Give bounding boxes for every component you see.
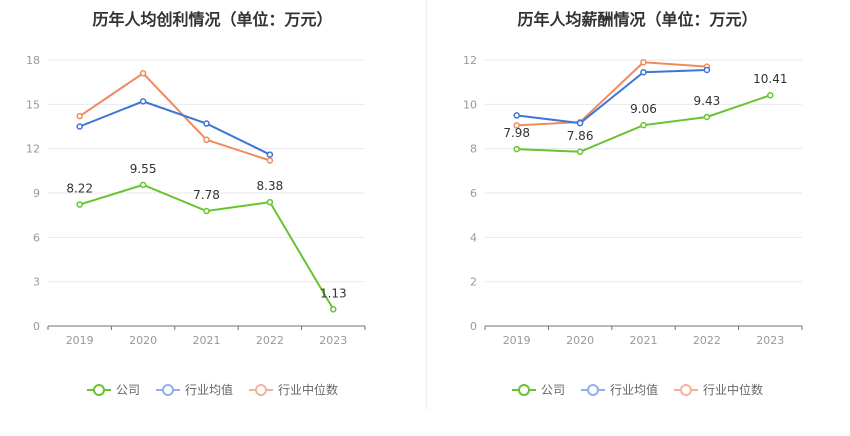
legend-item-industry-mean[interactable]: 行业均值	[155, 381, 233, 398]
panel-divider	[426, 0, 427, 410]
x-tick-label: 2022	[693, 334, 721, 347]
chart-legend: 公司 行业均值 行业中位数	[0, 381, 425, 398]
data-point	[703, 113, 711, 121]
x-tick-label: 2020	[129, 334, 157, 347]
y-tick-label: 10	[463, 98, 477, 111]
y-tick-label: 2	[470, 276, 477, 289]
data-label: 9.06	[630, 102, 657, 116]
data-label: 1.13	[320, 286, 347, 300]
salary-line-chart: 0 2 4 6 8 10 12 2019 2020 2021 2022 2023 7.98 7.86 9.0…	[463, 54, 803, 347]
legend-marker-icon	[674, 383, 698, 397]
x-tick-label: 2019	[503, 334, 531, 347]
y-tick-label: 6	[33, 231, 40, 244]
data-point	[640, 68, 647, 76]
data-point	[330, 306, 337, 313]
data-label: 7.98	[503, 126, 530, 140]
data-label: 9.55	[130, 162, 157, 176]
data-point	[266, 198, 274, 206]
data-point	[640, 58, 647, 66]
data-label: 10.41	[753, 72, 787, 86]
x-tick-label: 2023	[319, 334, 347, 347]
x-tick-label: 2020	[566, 334, 594, 347]
y-tick-label: 18	[26, 54, 40, 67]
data-point	[640, 121, 647, 129]
data-label: 8.38	[257, 179, 284, 193]
chart-legend: 公司 行业均值 行业中位数	[425, 381, 850, 398]
legend-label: 公司	[115, 383, 140, 397]
data-point	[203, 120, 210, 127]
y-tick-label: 9	[33, 187, 40, 200]
x-tick-label: 2021	[630, 334, 658, 347]
data-point	[203, 207, 210, 215]
y-tick-label: 12	[463, 54, 477, 67]
profit-chart-panel: 历年人均创利情况（单位：万元） 0 3 6 9 12 15 18 2019 2020 2021 20…	[0, 10, 425, 398]
data-point	[767, 91, 774, 99]
x-tick-label: 2019	[66, 334, 94, 347]
legend-label: 行业均值	[184, 383, 233, 397]
legend-marker-icon	[155, 383, 180, 397]
data-point	[513, 112, 520, 119]
series-line	[79, 100, 271, 156]
salary-chart-panel: 历年人均薪酬情况（单位：万元） 0 2 4 6 8 10 12 2019 2020 2021 202…	[425, 0, 850, 436]
x-tick-label: 2022	[256, 334, 284, 347]
legend-item-industry-mean[interactable]: 行业均值	[580, 381, 658, 398]
data-point	[266, 157, 274, 164]
data-point	[76, 201, 83, 208]
legend-item-company[interactable]: 公司	[86, 381, 140, 398]
series-line	[79, 183, 335, 310]
data-point	[76, 123, 83, 130]
legend-label: 公司	[540, 383, 565, 397]
legend-item-company[interactable]: 公司	[511, 381, 565, 398]
data-label: 7.86	[567, 129, 594, 143]
legend-item-industry-median[interactable]: 行业中位数	[249, 381, 338, 398]
data-label: 7.78	[193, 188, 220, 202]
data-label: 9.43	[694, 94, 721, 108]
y-tick-label: 0	[33, 320, 40, 333]
data-point	[139, 70, 147, 77]
x-tick-label: 2021	[193, 334, 221, 347]
legend-marker-icon	[249, 383, 273, 397]
y-tick-label: 3	[33, 276, 40, 289]
legend-label: 行业中位数	[703, 383, 764, 397]
series-line	[516, 68, 707, 125]
data-point	[576, 119, 584, 127]
profit-line-chart: 0 3 6 9 12 15 18 2019 2020 2021 2022 2023 8.22 9.55 7.…	[26, 54, 366, 347]
legend-marker-icon	[580, 383, 605, 397]
data-point	[139, 98, 147, 105]
series-line	[79, 71, 271, 162]
legend-marker-icon	[511, 383, 536, 397]
chart-title: 历年人均薪酬情况（单位：万元）	[517, 10, 758, 29]
data-point	[76, 112, 83, 120]
legend-marker-icon	[86, 383, 111, 397]
data-point	[576, 148, 584, 156]
y-tick-label: 4	[470, 231, 477, 244]
data-point	[266, 151, 274, 158]
data-point	[203, 136, 210, 144]
data-label: 8.22	[66, 182, 93, 196]
y-tick-label: 15	[26, 98, 40, 111]
y-tick-label: 6	[470, 187, 477, 200]
data-point	[513, 145, 520, 153]
series-line	[516, 61, 707, 127]
y-tick-label: 0	[470, 320, 477, 333]
chart-title: 历年人均创利情况（单位：万元）	[92, 10, 333, 29]
data-point	[513, 122, 520, 129]
data-point	[139, 181, 147, 189]
y-tick-label: 12	[26, 143, 40, 156]
legend-item-industry-median[interactable]: 行业中位数	[674, 381, 763, 398]
legend-label: 行业均值	[609, 383, 658, 397]
legend-label: 行业中位数	[278, 383, 339, 397]
y-tick-label: 8	[470, 143, 477, 156]
x-tick-label: 2023	[756, 334, 784, 347]
data-point	[703, 66, 711, 74]
